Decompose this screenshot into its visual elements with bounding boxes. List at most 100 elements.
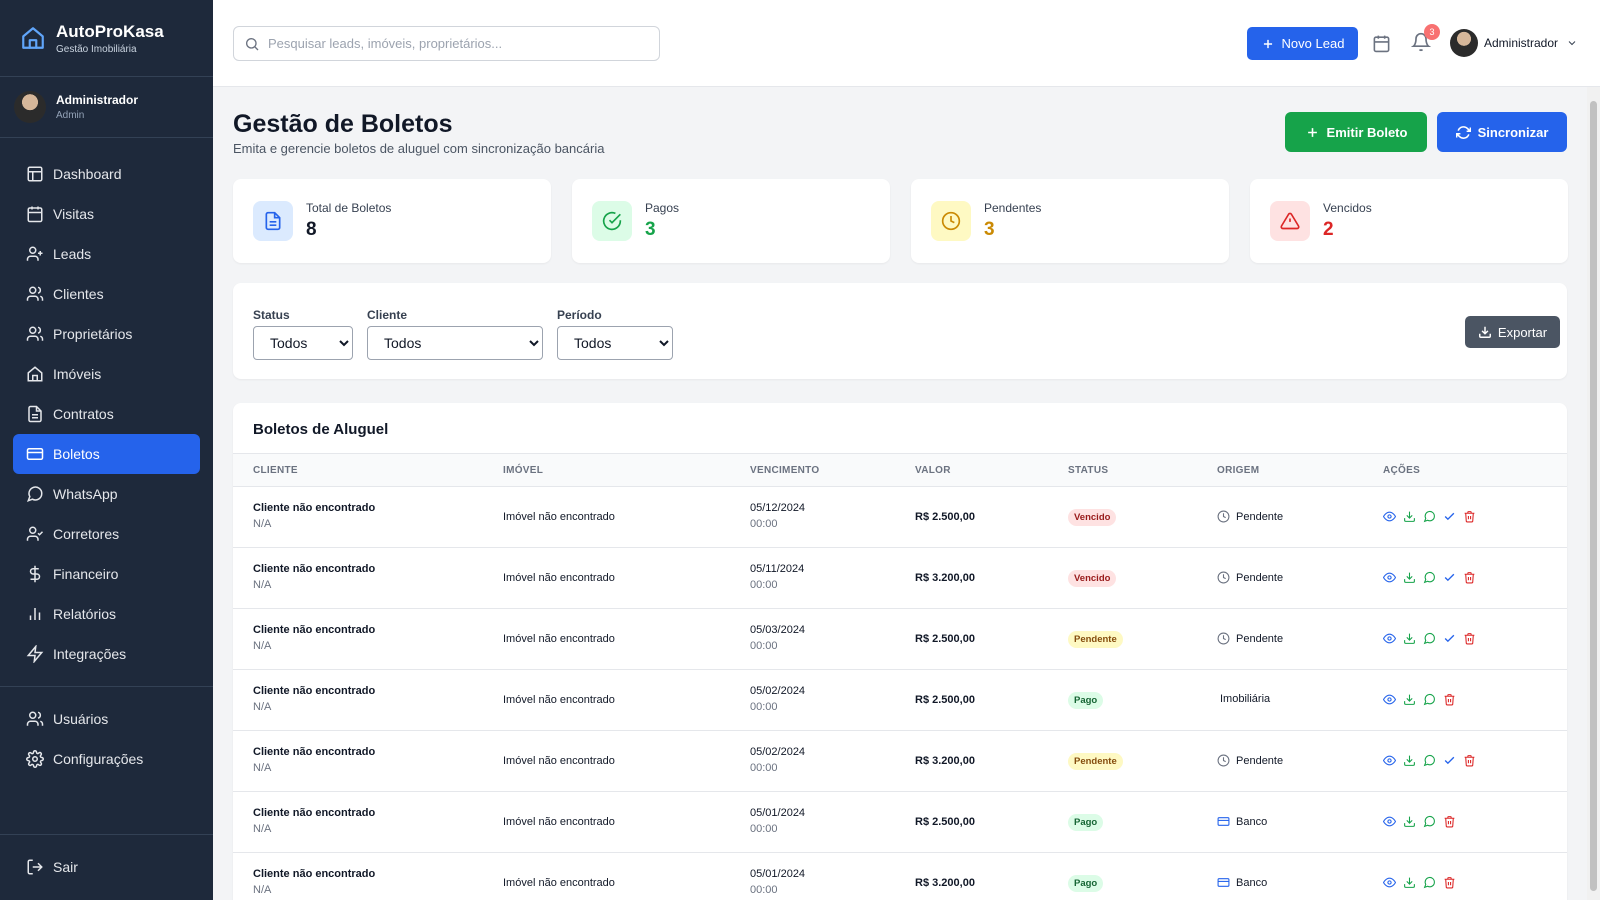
message-circle-icon[interactable] [1423, 632, 1436, 645]
sidebar-item-label: Relatórios [53, 606, 117, 622]
sidebar-item-visitas[interactable]: Visitas [13, 194, 200, 234]
table-row[interactable]: Cliente não encontrado N/A Imóvel não enco… [233, 670, 1567, 731]
eye-icon[interactable] [1383, 754, 1396, 767]
table-row[interactable]: Cliente não encontrado N/A Imóvel não enco… [233, 487, 1567, 548]
column-header: IMÓVEL [503, 465, 544, 476]
stat-label: Pendentes [984, 201, 1042, 215]
trash-icon[interactable] [1463, 510, 1476, 523]
sidebar-item-label: Corretores [53, 526, 120, 542]
trash-icon[interactable] [1443, 693, 1456, 706]
trash-icon[interactable] [1463, 571, 1476, 584]
scrollbar-thumb[interactable] [1590, 101, 1597, 891]
search-box[interactable] [233, 26, 660, 61]
sidebar-item-relatorios[interactable]: Relatórios [13, 594, 200, 634]
download-icon[interactable] [1403, 632, 1416, 645]
eye-icon[interactable] [1383, 510, 1396, 523]
sidebar-item-whatsapp[interactable]: WhatsApp [13, 474, 200, 514]
client-cell: Cliente não encontrado N/A [253, 563, 375, 591]
sync-button[interactable]: Sincronizar [1437, 112, 1567, 152]
download-icon[interactable] [1403, 876, 1416, 889]
sidebar-item-usuarios[interactable]: Usuários [13, 699, 200, 739]
eye-icon[interactable] [1383, 571, 1396, 584]
status-badge: Vencido [1068, 570, 1117, 587]
sidebar-item-label: Imóveis [53, 366, 102, 382]
message-circle-icon[interactable] [1423, 510, 1436, 523]
trash-icon[interactable] [1463, 632, 1476, 645]
calendar-icon [27, 206, 43, 223]
due-date: 05/01/2024 [750, 807, 806, 819]
sidebar-nav: Dashboard Visitas Leads Clientes Proprie… [0, 138, 213, 779]
message-circle-icon[interactable] [1423, 754, 1436, 767]
stat-value: 2 [1323, 219, 1334, 240]
trash-icon[interactable] [1443, 815, 1456, 828]
download-icon[interactable] [1403, 571, 1416, 584]
sidebar-item-corretores[interactable]: Corretores [13, 514, 200, 554]
column-header: VENCIMENTO [750, 465, 820, 476]
brand[interactable]: AutoProKasa Gestão Imobiliária [0, 0, 213, 77]
sidebar-item-leads[interactable]: Leads [13, 234, 200, 274]
sidebar-item-integracoes[interactable]: Integrações [13, 634, 200, 674]
origin-cell: Pendente [1217, 754, 1283, 767]
sidebar-item-clientes[interactable]: Clientes [13, 274, 200, 314]
message-circle-icon[interactable] [1423, 815, 1436, 828]
eye-icon[interactable] [1383, 632, 1396, 645]
table-row[interactable]: Cliente não encontrado N/A Imóvel não enco… [233, 792, 1567, 853]
user-menu[interactable]: Administrador [1450, 29, 1578, 57]
sidebar-item-financeiro[interactable]: Financeiro [13, 554, 200, 594]
client-filter-select[interactable]: Todos [367, 326, 543, 360]
emit-boleto-button[interactable]: Emitir Boleto [1285, 112, 1427, 152]
credit-card-icon [26, 448, 44, 460]
value-cell: R$ 3.200,00 [915, 877, 975, 889]
table-row[interactable]: Cliente não encontrado N/A Imóvel não enco… [233, 731, 1567, 792]
download-icon[interactable] [1403, 510, 1416, 523]
trash-icon[interactable] [1443, 876, 1456, 889]
sidebar-item-contratos[interactable]: Contratos [13, 394, 200, 434]
sidebar-item-label: Clientes [53, 286, 104, 302]
stat-card-pendentes: Pendentes 3 [911, 179, 1229, 263]
due-date: 05/01/2024 [750, 868, 806, 880]
status-filter-select[interactable]: Todos [253, 326, 353, 360]
sidebar-user-name: Administrador [56, 93, 139, 107]
eye-icon[interactable] [1383, 815, 1396, 828]
calendar-icon[interactable] [1372, 34, 1391, 53]
scrollbar[interactable] [1587, 87, 1600, 900]
new-lead-button[interactable]: Novo Lead [1247, 27, 1358, 60]
check-icon[interactable] [1443, 754, 1456, 767]
trash-icon[interactable] [1463, 754, 1476, 767]
check-icon[interactable] [1443, 510, 1456, 523]
download-icon[interactable] [1403, 693, 1416, 706]
notifications-button[interactable] [1410, 32, 1433, 54]
client-sub: N/A [253, 762, 272, 774]
actions-cell [1383, 815, 1463, 828]
table-row[interactable]: Cliente não encontrado N/A Imóvel não enco… [233, 853, 1567, 900]
sidebar-item-boletos[interactable]: Boletos [13, 434, 200, 474]
table-row[interactable]: Cliente não encontrado N/A Imóvel não enco… [233, 609, 1567, 670]
actions-cell [1383, 876, 1463, 889]
message-circle-icon[interactable] [1423, 876, 1436, 889]
check-icon[interactable] [1443, 571, 1456, 584]
clock-icon [1217, 510, 1230, 523]
sidebar-item-proprietarios[interactable]: Proprietários [13, 314, 200, 354]
message-circle-icon[interactable] [1423, 571, 1436, 584]
check-icon[interactable] [1443, 632, 1456, 645]
sidebar-item-imoveis[interactable]: Imóveis [13, 354, 200, 394]
export-button[interactable]: Exportar [1465, 316, 1560, 348]
eye-icon[interactable] [1383, 693, 1396, 706]
eye-icon[interactable] [1383, 876, 1396, 889]
sidebar-item-label: Usuários [53, 711, 109, 727]
table-row[interactable]: Cliente não encontrado N/A Imóvel não enco… [233, 548, 1567, 609]
logout-button[interactable]: Sair [13, 847, 200, 887]
sidebar-item-label: WhatsApp [53, 486, 118, 502]
period-filter-select[interactable]: Todos [557, 326, 673, 360]
message-circle-icon[interactable] [1423, 693, 1436, 706]
search-input[interactable] [268, 36, 648, 51]
stat-icon-bg [253, 201, 293, 241]
download-icon[interactable] [1403, 815, 1416, 828]
value-cell: R$ 2.500,00 [915, 816, 975, 828]
sidebar-item-configuracoes[interactable]: Configurações [13, 739, 200, 779]
sidebar-item-label: Integrações [53, 646, 127, 662]
due-date-cell: 05/02/2024 00:00 [750, 746, 805, 774]
download-icon[interactable] [1403, 754, 1416, 767]
value-cell: R$ 2.500,00 [915, 633, 975, 645]
sidebar-item-dashboard[interactable]: Dashboard [13, 154, 200, 194]
